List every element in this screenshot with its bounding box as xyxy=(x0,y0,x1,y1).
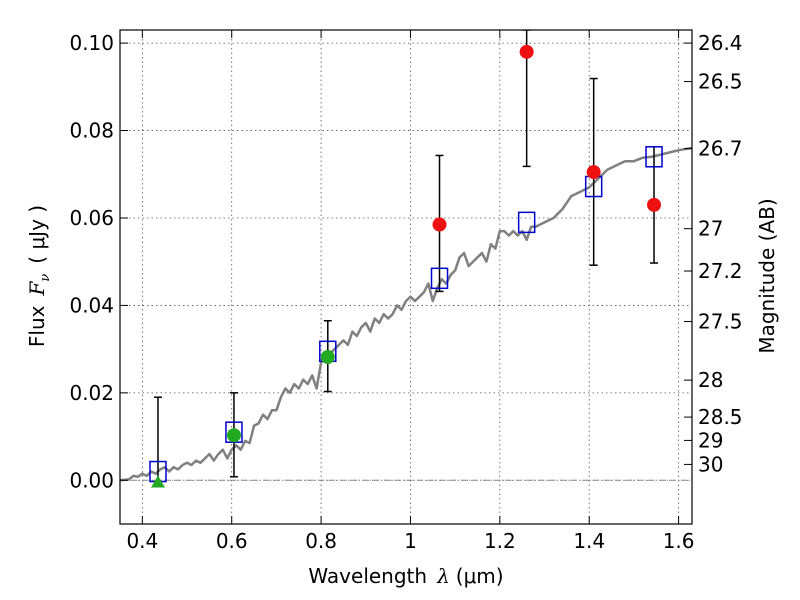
right-tick-label: 28 xyxy=(698,368,723,392)
right-tick-label: 28.5 xyxy=(698,405,743,429)
right-tick-label: 27.5 xyxy=(698,310,743,334)
right-tick-label: 27.2 xyxy=(698,259,743,283)
model-square-point xyxy=(645,146,663,168)
plot-area xyxy=(120,30,692,486)
y-tick-label: 0.00 xyxy=(69,468,114,492)
model-spectrum-line xyxy=(120,146,692,482)
right-axis-title: Magnitude (AB) xyxy=(755,198,779,353)
right-tick-label: 27 xyxy=(698,217,723,241)
right-tick-label: 30 xyxy=(698,452,723,476)
observed-point xyxy=(586,165,601,180)
observed-point xyxy=(647,197,662,212)
y-axis-title-subscript: ν xyxy=(38,274,53,282)
right-tick-label: 26.7 xyxy=(698,137,743,161)
x-axis-title-symbol: λ xyxy=(436,564,450,588)
y-tick-label: 0.06 xyxy=(69,206,114,230)
observed-point xyxy=(432,217,447,232)
x-axis-title: Wavelength λ (μm) xyxy=(308,564,503,588)
data-layer xyxy=(120,30,692,488)
tick-layer: 0.4 0.6 0.8 1 1.2 1.4 1.6 0.00 0.02 0.04 0.06 0.08 0… xyxy=(69,30,743,553)
observed-point xyxy=(320,350,335,365)
y-axis-title-unit: ( μJy ) xyxy=(25,205,49,264)
y-axis-title: Flux Fν ( μJy ) xyxy=(25,205,53,347)
y-tick-label: 0.08 xyxy=(69,119,114,143)
observed-point xyxy=(226,428,241,443)
x-axis-title-unit: (μm) xyxy=(456,564,504,588)
x-tick-label: 1 xyxy=(404,529,417,553)
x-tick-label: 0.6 xyxy=(216,529,248,553)
observed-point xyxy=(519,44,534,59)
x-axis-title-text: Wavelength xyxy=(308,564,427,588)
x-tick-label: 0.8 xyxy=(305,529,337,553)
y-axis-title-symbol: F xyxy=(25,281,49,297)
model-square-point xyxy=(430,267,449,290)
grid-layer xyxy=(120,30,692,524)
y-tick-label: 0.04 xyxy=(69,293,114,317)
right-tick-label: 26.5 xyxy=(698,70,743,94)
model-square-point xyxy=(517,211,536,234)
upper-limit-triangle xyxy=(150,475,165,488)
right-tick-label: 29 xyxy=(698,428,723,452)
plot-frame xyxy=(119,29,693,525)
x-tick-label: 1.4 xyxy=(573,529,605,553)
x-tick-label: 1.2 xyxy=(484,529,516,553)
right-tick-label: 26.4 xyxy=(698,31,743,55)
y-axis-title-text: Flux xyxy=(25,305,49,347)
y-tick-label: 0.10 xyxy=(69,31,114,55)
x-tick-label: 0.4 xyxy=(126,529,158,553)
y-tick-label: 0.02 xyxy=(69,381,114,405)
x-tick-label: 1.6 xyxy=(663,529,695,553)
